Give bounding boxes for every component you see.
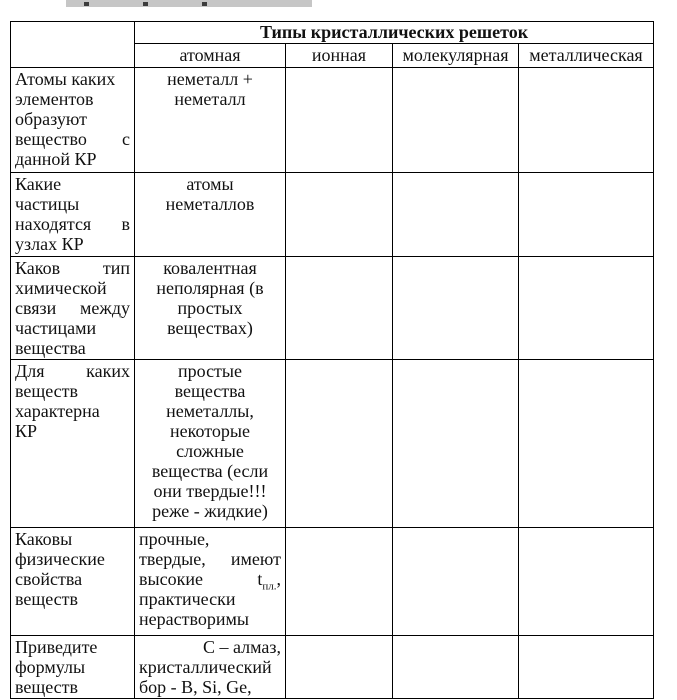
answer-cell-molecular — [392, 527, 519, 636]
answer-cell-ionic — [285, 527, 393, 636]
question-cell: Каковы физические свойства веществ — [10, 527, 135, 636]
text-remnant — [143, 2, 148, 6]
question-cell: Какие частицы находятся в узлах КР — [10, 172, 135, 257]
column-header-row: атомная ионная молекулярная металлическа… — [11, 43, 655, 68]
answer-cell-ionic — [285, 635, 393, 699]
corner-cell — [10, 21, 135, 68]
answer-cell-molecular — [392, 172, 519, 257]
answer-cell-ionic — [285, 67, 393, 173]
answer-cell-ionic — [285, 256, 393, 360]
table-title: Типы кристаллических решеток — [133, 21, 655, 44]
answer-cell-atomic: ковалентная неполярная (в простых веществах… — [134, 256, 286, 360]
answer-cell-metallic — [517, 635, 655, 699]
table-row: Какие частицы находятся в узлах КР атомы неме… — [10, 172, 655, 257]
table-row: Приведите формулы веществ С – алмаз, криста… — [10, 635, 655, 699]
answer-cell-metallic — [517, 67, 655, 173]
column-header-atomic: атомная — [134, 43, 286, 68]
answer-cell-molecular — [392, 256, 519, 360]
answer-cell-metallic — [517, 527, 655, 636]
answer-cell-atomic: С – алмаз, кристаллический бор - B, Si, Ge… — [134, 635, 286, 699]
answer-cell-atomic: прочные, твердые, имеют высокие tпл., практич… — [134, 527, 286, 636]
question-cell: Приведите формулы веществ — [10, 635, 135, 699]
answer-cell-ionic — [285, 359, 393, 528]
table-row: Для каких веществ характерна КР простые вещес… — [10, 359, 655, 528]
answer-cell-ionic — [285, 172, 393, 257]
text-remnant — [202, 2, 207, 6]
answer-cell-atomic: атомы неметаллов — [134, 172, 286, 257]
table-row: Каковы физические свойства веществ прочные,… — [10, 527, 655, 636]
cropped-title-highlight — [66, 0, 312, 7]
question-cell: Каков тип химической связи между частицами вещ… — [10, 256, 135, 360]
answer-cell-atomic: простые вещества неметаллы, некоторые сложны… — [134, 359, 286, 528]
column-header-metallic: металлическая — [517, 43, 655, 68]
column-header-molecular: молекулярная — [392, 43, 519, 68]
answer-cell-metallic — [517, 359, 655, 528]
question-cell: Атомы каких элементов образуют вещество с дан… — [10, 67, 135, 173]
table-row: Каков тип химической связи между частицами вещ… — [10, 256, 655, 360]
answer-cell-atomic: неметалл + неметалл — [134, 67, 286, 173]
question-cell: Для каких веществ характерна КР — [10, 359, 135, 528]
answer-cell-molecular — [392, 359, 519, 528]
answer-cell-metallic — [517, 172, 655, 257]
table-row: Атомы каких элементов образуют вещество с дан… — [10, 67, 655, 173]
column-header-ionic: ионная — [285, 43, 393, 68]
table-title-row: Типы кристаллических решеток — [10, 21, 655, 68]
crystal-lattice-table: Типы кристаллических решеток атомная ион… — [10, 21, 655, 699]
answer-cell-molecular — [392, 635, 519, 699]
text-remnant — [84, 2, 89, 6]
answer-cell-metallic — [517, 256, 655, 360]
answer-cell-molecular — [392, 67, 519, 173]
